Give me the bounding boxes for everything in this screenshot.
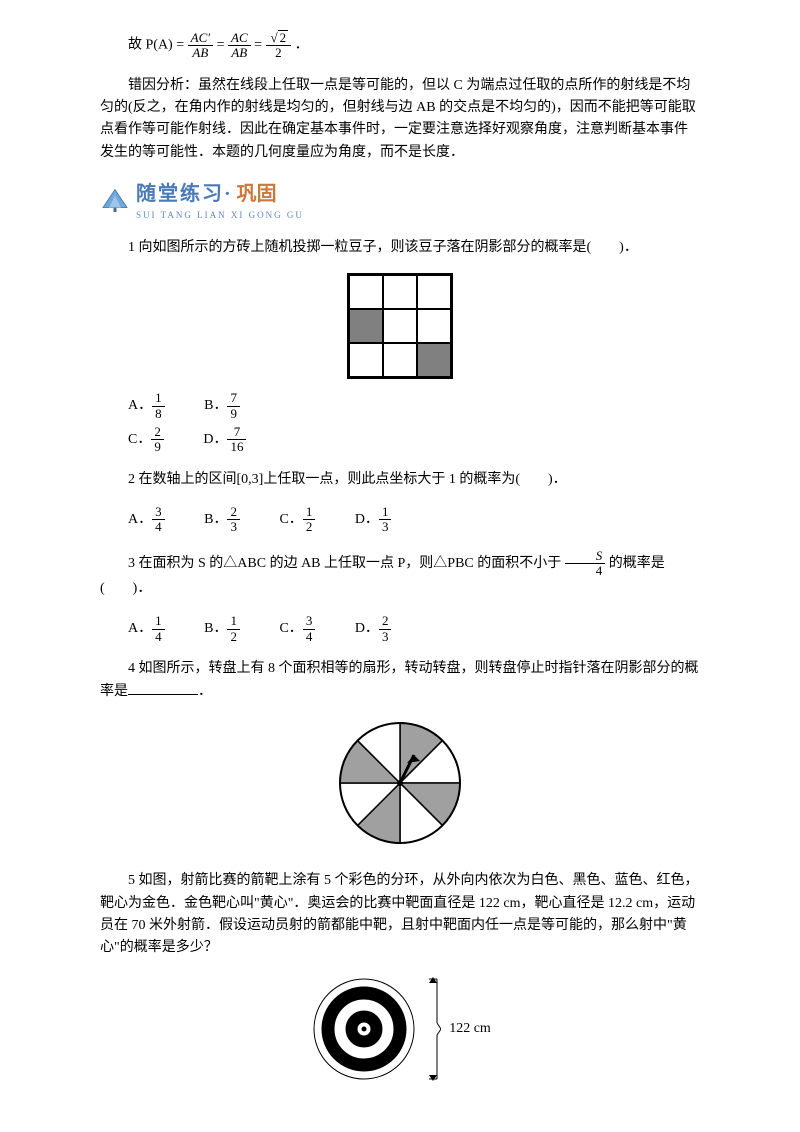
dimension-bracket-icon (427, 977, 441, 1081)
archery-target-icon (309, 974, 419, 1084)
q2-opt-b: B．23 (204, 505, 240, 535)
q1-text: 1 向如图所示的方砖上随机投掷一粒豆子，则该豆子落在阴影部分的概率是( )． (100, 237, 700, 259)
q2-options: A．34 B．23 C．12 D．13 (128, 505, 700, 535)
blank-fill (128, 680, 198, 695)
q3-text: 3 在面积为 S 的△ABC 的边 AB 上任取一点 P，则△PBC 的面积不小… (100, 549, 700, 601)
q3-opt-d: D．23 (355, 614, 392, 644)
grid-cell (417, 343, 451, 377)
frac-3: √2 2 (266, 30, 292, 61)
section-banner: 随堂练习·巩固 SUI TANG LIAN XI GONG GU (100, 178, 700, 222)
q1-opt-d: D．716 (203, 425, 246, 455)
banner-logo-icon (100, 185, 130, 215)
q1-opt-c: C．29 (128, 425, 164, 455)
grid-cell (349, 309, 383, 343)
frac-2: AC AB (228, 31, 251, 61)
q4-diagram (100, 718, 700, 856)
frac-1: AC′ AB (188, 31, 213, 61)
q3-opt-b: B．12 (204, 614, 240, 644)
grid-cell (383, 343, 417, 377)
q3-options: A．14 B．12 C．34 D．23 (128, 614, 700, 644)
spinner-icon (335, 718, 465, 848)
q1-diagram (100, 273, 700, 385)
document-page: 故 P(A) = AC′ AB = AC AB = √2 2 ． 错因分析：虽然… (0, 0, 800, 1132)
q1-options-row1: A．18 B．79 (128, 391, 700, 421)
q4-text: 4 如图所示，转盘上有 8 个面积相等的扇形，转动转盘，则转盘停止时指针落在阴影… (100, 658, 700, 704)
grid-cell (417, 275, 451, 309)
grid-cell (349, 275, 383, 309)
q2-text: 2 在数轴上的区间[0,3]上任取一点，则此点坐标大于 1 的概率为( )． (100, 469, 700, 491)
grid-3x3 (347, 273, 453, 379)
q5-text: 5 如图，射箭比赛的箭靶上涂有 5 个彩色的分环，从外向内依次为白色、黑色、蓝色… (100, 870, 700, 960)
banner-pinyin: SUI TANG LIAN XI GONG GU (136, 208, 304, 222)
grid-cell (417, 309, 451, 343)
q3-opt-a: A．14 (128, 614, 165, 644)
error-analysis: 错因分析：虽然在线段上任取一点是等可能的，但以 C 为端点过任取的点所作的射线是… (100, 75, 700, 165)
q2-opt-c: C．12 (279, 505, 315, 535)
banner-tail: 巩固 (237, 183, 277, 205)
banner-title: 随堂练习· (136, 183, 233, 205)
q1-options-row2: C．29 D．716 (128, 425, 700, 455)
grid-cell (383, 275, 417, 309)
q2-opt-a: A．34 (128, 505, 165, 535)
q2-opt-d: D．13 (355, 505, 392, 535)
analysis-label: 错因分析： (128, 78, 198, 93)
formula-lhs: 故 P(A) = (128, 38, 188, 53)
formula-line: 故 P(A) = AC′ AB = AC AB = √2 2 ． (128, 30, 700, 61)
q1-opt-b: B．79 (204, 391, 240, 421)
grid-cell (349, 343, 383, 377)
grid-cell (383, 309, 417, 343)
q1-opt-a: A．18 (128, 391, 165, 421)
q5-diagram: 122 cm (100, 974, 700, 1084)
target-dimension-label: 122 cm (449, 1018, 491, 1040)
q3-opt-c: C．34 (279, 614, 315, 644)
